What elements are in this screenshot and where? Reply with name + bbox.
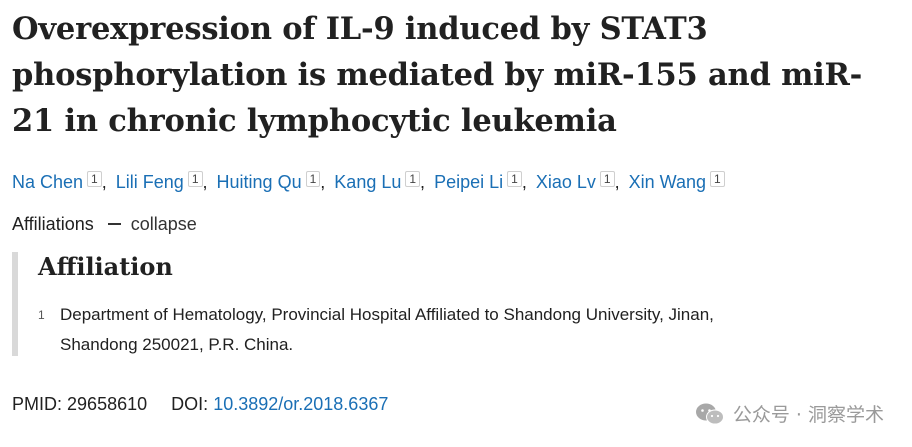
affiliation-line: Department of Hematology, Provincial Hos…: [60, 305, 714, 324]
article-title: Overexpression of IL-9 induced by STAT3 …: [12, 11, 863, 139]
author-item: Xiao Lv 1,: [535, 171, 629, 192]
affiliation-heading: Affiliation: [38, 252, 173, 281]
author-link[interactable]: Xin Wang: [628, 172, 706, 192]
affiliation-line: Shandong 250021, P.R. China.: [60, 335, 294, 354]
affiliation-ref[interactable]: 1: [709, 171, 725, 187]
author-item: Na Chen 1,: [12, 171, 116, 192]
author-item: Huiting Qu 1,: [216, 171, 335, 192]
author-link[interactable]: Na Chen: [12, 172, 84, 192]
watermark-text: 公众号 · 洞察学术: [732, 404, 884, 426]
affiliation-ref[interactable]: 1: [599, 171, 615, 187]
affiliations-toggle: Affiliations collapse: [12, 212, 902, 236]
doi-link[interactable]: 10.3892/or.2018.6367: [213, 394, 389, 414]
pmid-value: 29658610: [67, 394, 148, 414]
author-separator: ,: [202, 172, 208, 192]
author-item: Xin Wang 1: [628, 171, 725, 192]
affiliation-item: 1 Department of Hematology, Provincial H…: [38, 300, 902, 360]
affiliation-ref[interactable]: 1: [87, 171, 102, 187]
author-list: Na Chen 1, Lili Feng 1, Huiting Qu 1, Kang …: [12, 170, 902, 194]
author-separator: ,: [320, 172, 326, 192]
pmid-label: PMID:: [12, 394, 63, 414]
minus-icon[interactable]: [107, 223, 121, 225]
author-item: Peipei Li 1,: [434, 171, 536, 192]
author-link[interactable]: Peipei Li: [434, 172, 504, 192]
affiliation-ref[interactable]: 1: [405, 171, 421, 187]
author-separator: ,: [521, 172, 527, 192]
wechat-icon: [695, 403, 724, 424]
affiliation-ref[interactable]: 1: [305, 171, 321, 187]
author-link[interactable]: Lili Feng: [115, 172, 184, 192]
affiliation-panel: Affiliation 1 Department of Hematology, …: [12, 252, 902, 356]
identifiers: PMID: 29658610 DOI: 10.3892/or.2018.6367: [12, 392, 902, 416]
affiliation-number: 1: [38, 308, 45, 322]
affiliation-ref[interactable]: 1: [507, 171, 522, 187]
author-item: Lili Feng 1,: [115, 171, 217, 192]
affiliation-text: Department of Hematology, Provincial Hos…: [60, 300, 860, 360]
article-header: Overexpression of IL-9 induced by STAT3 …: [12, 0, 902, 416]
author-separator: ,: [614, 172, 620, 192]
doi-label: DOI:: [171, 394, 209, 414]
affiliation-ref[interactable]: 1: [187, 171, 203, 187]
author-link[interactable]: Xiao Lv: [535, 172, 596, 192]
author-item: Kang Lu 1,: [334, 171, 434, 192]
author-separator: ,: [420, 172, 426, 192]
affiliations-toggle-label[interactable]: Affiliations: [12, 214, 94, 234]
author-separator: ,: [101, 172, 107, 192]
author-link[interactable]: Kang Lu: [334, 172, 402, 192]
author-link[interactable]: Huiting Qu: [216, 172, 302, 192]
collapse-button[interactable]: collapse: [130, 214, 197, 234]
watermark: 公众号 · 洞察学术: [695, 400, 884, 427]
